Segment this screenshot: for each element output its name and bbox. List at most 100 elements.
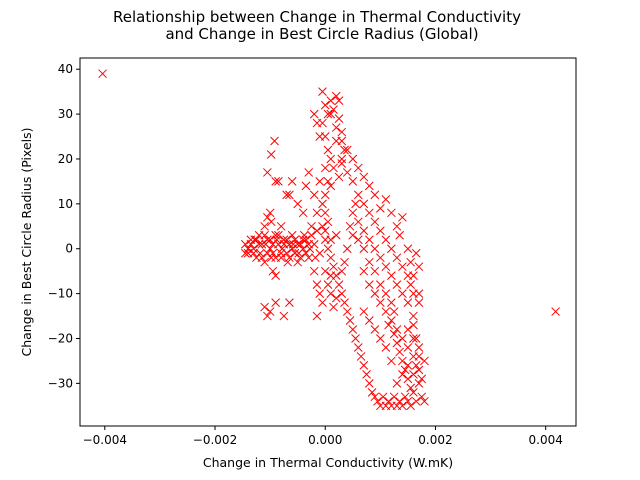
x-tick-label: 0.002 [418, 433, 452, 447]
data-point-marker [370, 325, 380, 334]
data-point-marker [389, 307, 399, 316]
y-tick-label: 30 [58, 107, 73, 121]
data-point-marker [334, 96, 344, 105]
data-point-marker [403, 361, 413, 370]
data-point-marker [263, 235, 272, 245]
data-point-marker [411, 361, 421, 370]
x-tick-label: 0.000 [308, 433, 342, 447]
data-point-marker [326, 181, 336, 191]
data-point-marker [353, 343, 363, 352]
data-point-marker [243, 244, 253, 254]
data-point-marker [271, 271, 280, 281]
data-point-marker [406, 280, 416, 289]
data-point-marker [414, 298, 424, 307]
data-point-marker [331, 293, 341, 303]
data-point-marker [351, 334, 360, 343]
data-point-marker [326, 271, 336, 281]
y-axis-label: Change in Best Circle Radius (Pixels) [19, 128, 34, 357]
data-point-marker [329, 163, 338, 173]
data-point-marker [334, 280, 344, 289]
y-tick-label: 20 [58, 152, 73, 166]
data-point-marker [403, 396, 413, 406]
x-axis-label: Change in Thermal Conductivity (W.mK) [203, 455, 453, 470]
data-point-marker [293, 199, 303, 209]
data-point-marker [392, 325, 402, 334]
data-point-marker [381, 343, 391, 352]
data-point-marker [381, 195, 391, 204]
data-point-marker [320, 266, 330, 276]
data-point-marker [260, 230, 269, 240]
data-point-marker [337, 266, 347, 276]
data-point-marker [400, 392, 410, 402]
data-point-marker [403, 298, 413, 307]
data-point-marker [285, 298, 294, 307]
data-point-marker [398, 262, 407, 272]
data-point-marker [282, 190, 292, 200]
data-point-marker [298, 235, 308, 245]
data-point-marker [323, 109, 333, 119]
data-point-marker [348, 208, 358, 218]
data-point-marker [403, 374, 413, 384]
data-point-marker [315, 289, 325, 298]
data-point-marker [387, 356, 396, 366]
x-tick-label: 0.004 [529, 433, 563, 447]
data-point-marker [287, 177, 297, 186]
data-point-marker [285, 190, 294, 200]
data-point-marker [318, 298, 327, 307]
data-point-marker [307, 230, 316, 240]
data-point-marker [392, 221, 402, 231]
data-point-marker [409, 370, 418, 379]
data-point-marker [320, 190, 330, 200]
data-point-marker [323, 280, 333, 289]
data-point-marker [411, 334, 421, 343]
data-point-marker [263, 212, 272, 222]
data-point-marker [398, 356, 407, 366]
data-point-marker [265, 208, 275, 218]
data-point-marker [395, 347, 404, 357]
data-point-marker [309, 190, 319, 200]
data-point-marker [370, 392, 380, 402]
data-point-marker [315, 177, 325, 186]
data-point-marker [337, 127, 347, 137]
data-point-marker [359, 226, 369, 236]
data-point-marker [323, 177, 333, 186]
data-point-marker [348, 325, 358, 334]
data-point-marker [414, 365, 424, 375]
data-point-marker [301, 248, 311, 258]
data-point-marker [364, 257, 374, 267]
data-point-marker [356, 352, 366, 361]
data-point-marker [409, 271, 418, 281]
data-point-marker [334, 172, 344, 182]
data-point-marker [409, 387, 418, 397]
data-point-marker [326, 253, 336, 263]
data-point-marker [370, 244, 380, 254]
data-point-marker [312, 280, 322, 289]
data-point-marker [389, 329, 399, 339]
data-point-marker [417, 374, 427, 384]
data-point-marker [310, 253, 320, 263]
data-point-marker [279, 239, 289, 249]
data-point-marker [296, 239, 305, 249]
data-point-marker [370, 217, 380, 227]
data-point-marker [320, 226, 330, 236]
data-point-marker [392, 253, 402, 263]
data-point-marker [406, 383, 416, 393]
scatter-markers [98, 69, 560, 411]
data-point-marker [246, 239, 256, 249]
data-point-marker [263, 248, 272, 258]
data-point-marker [414, 262, 424, 272]
data-point-marker [340, 257, 349, 267]
data-point-marker [359, 307, 369, 316]
data-point-marker [414, 343, 424, 352]
data-point-marker [392, 280, 402, 289]
data-point-marker [376, 253, 385, 263]
data-point-marker [387, 244, 396, 254]
data-point-marker [301, 235, 311, 245]
data-point-marker [294, 248, 304, 258]
data-point-marker [414, 289, 424, 298]
y-tick-label: −10 [48, 287, 73, 301]
data-point-marker [257, 253, 267, 263]
data-point-marker [420, 396, 429, 406]
data-point-marker [268, 239, 278, 249]
